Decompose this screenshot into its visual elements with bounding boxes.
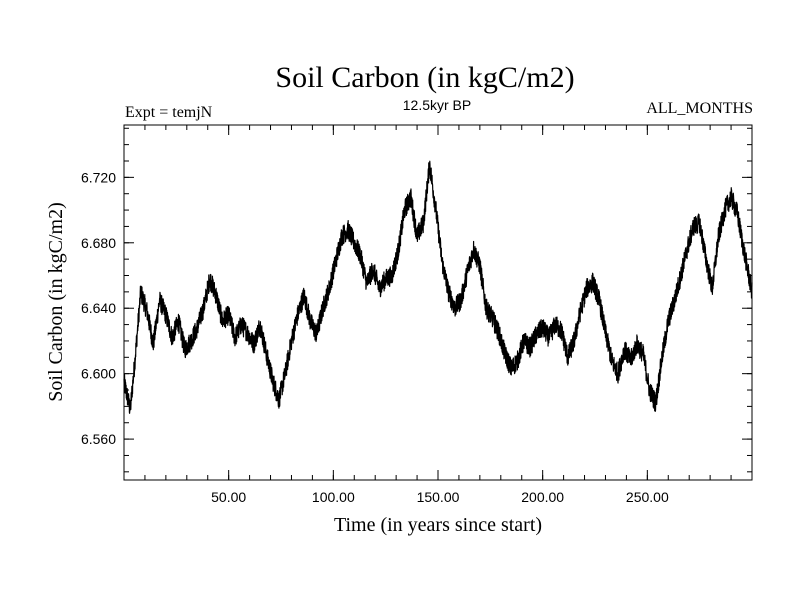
x-tick-label: 100.00: [312, 489, 355, 505]
x-tick-label: 200.00: [521, 489, 564, 505]
x-axis-label: Time (in years since start): [334, 514, 542, 536]
y-axis-label: Soil Carbon (in kgC/m2): [45, 202, 67, 401]
x-tick-label: 150.00: [417, 489, 460, 505]
x-tick-label: 50.00: [211, 489, 246, 505]
y-tick-label: 6.680: [81, 235, 116, 251]
x-tick-label: 250.00: [626, 489, 669, 505]
y-tick-label: 6.560: [81, 431, 116, 447]
experiment-label: Expt = temjN: [125, 104, 213, 121]
chart-title: Soil Carbon (in kgC/m2): [275, 61, 574, 94]
y-tick-label: 6.720: [81, 169, 116, 185]
plot-area: 50.00 100.00 150.00 200.00 250.00 6.560 6.600 6…: [81, 124, 753, 505]
series-line-soil-carbon: [123, 160, 753, 414]
y-tick-label: 6.600: [81, 366, 116, 382]
months-label: ALL_MONTHS: [646, 100, 753, 117]
chart-subtitle: 12.5kyr BP: [403, 97, 471, 113]
y-tick-label: 6.640: [81, 300, 116, 316]
